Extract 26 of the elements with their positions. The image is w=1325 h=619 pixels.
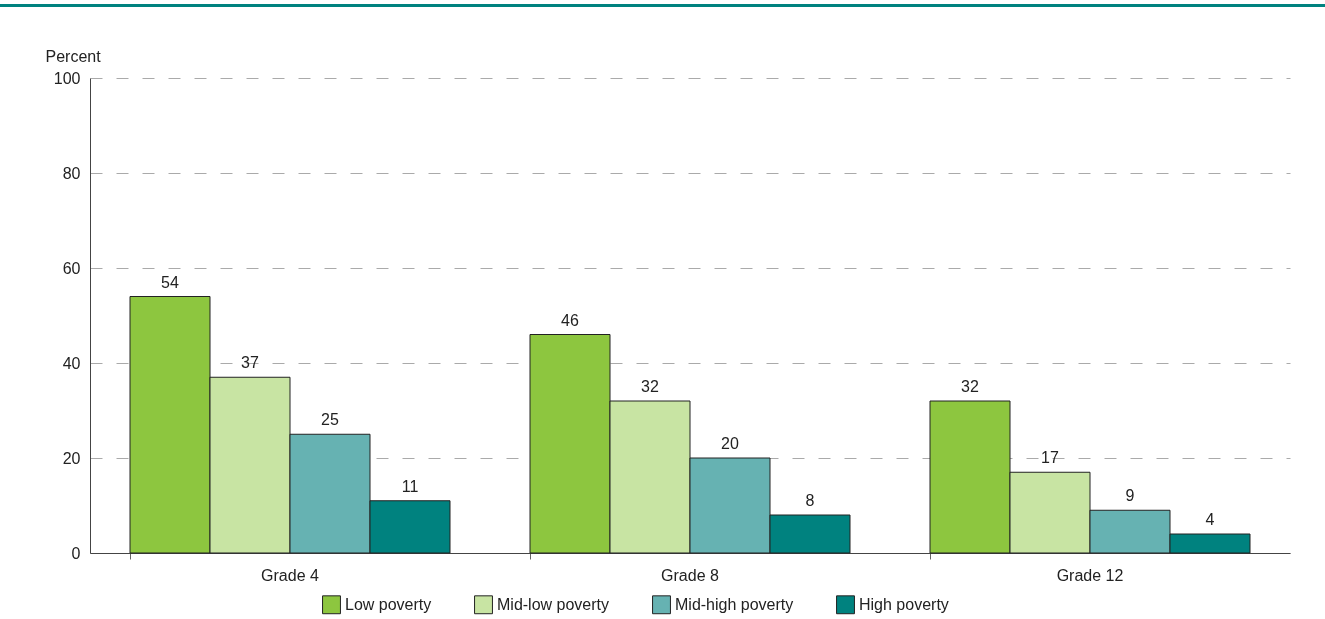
data-label: 20 [721, 435, 739, 452]
y-tick-label: 80 [62, 164, 81, 182]
data-label: 25 [321, 411, 339, 429]
legend-label: Mid-high poverty [675, 595, 794, 613]
data-label: 17 [1041, 449, 1059, 467]
y-tick-label: 0 [71, 544, 81, 562]
legend-label: Mid-low poverty [497, 595, 610, 613]
x-tick-label: Grade 4 [261, 566, 320, 584]
x-tick-label: Grade 12 [1056, 566, 1124, 584]
y-tick-label: 40 [62, 354, 81, 372]
data-label: 11 [401, 477, 419, 495]
data-label: 32 [961, 378, 979, 395]
data-label: 9 [1125, 487, 1135, 505]
y-tick-label: 100 [53, 69, 81, 87]
x-tick-label: Grade 8 [661, 566, 720, 584]
data-label: 8 [805, 492, 815, 509]
y-axis-title: Percent [45, 47, 102, 65]
legend-label: High poverty [859, 595, 949, 613]
legend-label: Low poverty [345, 595, 432, 613]
y-tick-label: 60 [62, 259, 81, 277]
data-label: 37 [241, 354, 259, 372]
y-tick-label: 20 [62, 449, 81, 467]
data-label: 32 [641, 378, 659, 395]
data-label: 54 [161, 273, 179, 291]
data-label: 4 [1205, 511, 1215, 528]
data-label: 46 [561, 311, 579, 329]
